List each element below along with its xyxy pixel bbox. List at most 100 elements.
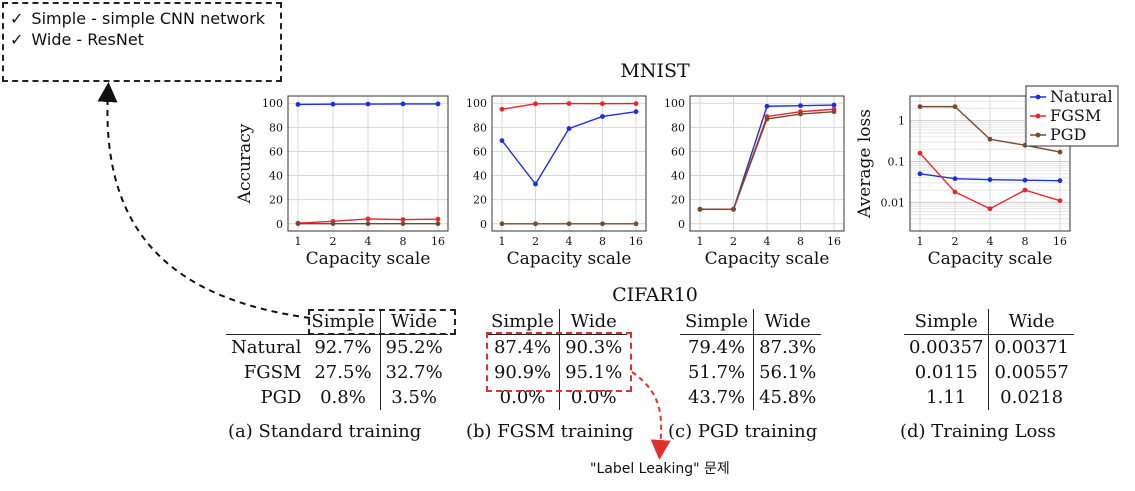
- cell: 90.9%: [493, 362, 552, 383]
- x-axis-label: Capacity scale: [507, 249, 632, 269]
- x-tick-label: 16: [629, 235, 643, 248]
- data-point-pgd: [365, 221, 371, 227]
- y-tick-label: 20: [473, 194, 487, 207]
- legend-marker: [1035, 113, 1041, 119]
- y-tick-label: 60: [671, 145, 685, 158]
- x-tick-label: 1: [917, 235, 924, 248]
- table-row: 0.0% 0.0%: [486, 385, 628, 410]
- x-tick-label: 2: [952, 235, 959, 248]
- x-tick-label: 16: [431, 235, 445, 248]
- cell: 45.8%: [753, 385, 822, 410]
- data-point-natural: [798, 103, 803, 109]
- cell: 95.1%: [559, 360, 628, 385]
- table-loss: Simple Wide 0.00357 0.00371 0.0115 0.00557 …: [904, 309, 1074, 410]
- data-point-natural: [764, 103, 770, 109]
- cell: 92.7%: [314, 337, 372, 358]
- cell: 1.11: [926, 387, 967, 408]
- y-tick-label: 0.1: [888, 156, 906, 169]
- data-point-pgd: [330, 221, 336, 227]
- data-point-fgsm: [365, 216, 371, 222]
- cell: 43.7%: [687, 387, 746, 408]
- data-point-fgsm: [499, 106, 505, 112]
- mnist-title: MNIST: [620, 60, 690, 82]
- y-tick-label: 60: [269, 145, 283, 158]
- col-header-simple: Simple: [306, 309, 380, 335]
- y-tick-label: 80: [269, 121, 283, 134]
- check-icon: ✓: [10, 30, 24, 49]
- data-point-natural: [600, 114, 605, 119]
- data-point-pgd: [400, 221, 406, 227]
- table-fgsm: Simple Wide 87.4% 90.3% 90.9% 95.1% 0.0% 0.0…: [486, 309, 628, 410]
- table-row: Natural 92.7% 95.2%: [226, 334, 448, 360]
- legend-marker: [1035, 132, 1041, 138]
- cell: 51.7%: [687, 362, 746, 383]
- highlight-fgsm-box: [486, 332, 632, 392]
- x-tick-label: 4: [764, 235, 771, 248]
- table-row: 79.4% 87.3%: [680, 334, 822, 360]
- table-row: 0.00357 0.00371: [904, 334, 1074, 360]
- x-tick-label: 1: [499, 235, 506, 248]
- col-header-wide: Wide: [559, 309, 628, 335]
- cell: 0.00357: [909, 337, 984, 358]
- cell: 0.00371: [988, 334, 1074, 360]
- table-row: 51.7% 56.1%: [680, 360, 822, 385]
- y-tick-label: 80: [473, 121, 487, 134]
- data-point-natural: [400, 101, 406, 107]
- data-point-natural: [952, 176, 958, 182]
- cell: 87.4%: [493, 337, 552, 358]
- col-header-wide: Wide: [753, 309, 822, 335]
- data-point-natural: [365, 101, 371, 107]
- cell: 0.0%: [499, 387, 546, 408]
- table-row: 87.4% 90.3%: [486, 334, 628, 360]
- data-point-natural: [1057, 178, 1063, 184]
- highlight-header-box: [308, 309, 456, 335]
- data-point-fgsm: [435, 216, 441, 222]
- label-leaking-annotation: "Label Leaking" 문제: [590, 461, 730, 477]
- table-standard: Simple Wide Natural 92.7% 95.2% FGSM 27.5% 32…: [226, 309, 448, 410]
- data-point-pgd: [917, 104, 923, 110]
- data-point-pgd: [697, 206, 703, 212]
- x-tick-label: 2: [532, 235, 539, 248]
- data-point-pgd: [600, 221, 605, 227]
- table-row: PGD 0.8% 3.5%: [226, 385, 448, 410]
- table-pgd: Simple Wide 79.4% 87.3% 51.7% 56.1% 43.7% 45…: [680, 309, 822, 410]
- data-point-fgsm: [566, 101, 572, 106]
- data-point-pgd: [764, 116, 770, 122]
- y-tick-label: 40: [269, 170, 283, 183]
- x-axis-label: Capacity scale: [705, 249, 830, 269]
- check-icon: ✓: [10, 9, 24, 28]
- x-tick-label: 16: [827, 235, 841, 248]
- data-point-fgsm: [987, 206, 993, 212]
- data-point-pgd: [533, 221, 538, 227]
- x-axis-label: Capacity scale: [928, 249, 1053, 269]
- x-tick-label: 8: [1022, 235, 1029, 248]
- y-tick-label: 0: [276, 218, 283, 231]
- col-header-wide: Wide: [379, 309, 448, 335]
- table-row: 0.0115 0.00557: [904, 360, 1074, 385]
- legend-marker: [1035, 94, 1041, 100]
- x-tick-label: 4: [566, 235, 573, 248]
- cell: 79.4%: [687, 337, 746, 358]
- data-point-natural: [499, 138, 505, 143]
- row-label: PGD: [260, 387, 302, 408]
- plot-frame: [287, 95, 449, 232]
- data-point-natural: [987, 177, 993, 183]
- legend-label: PGD: [1050, 125, 1086, 144]
- cifar-title: CIFAR10: [612, 284, 698, 306]
- data-point-pgd: [831, 109, 837, 115]
- cell: 0.0218: [988, 385, 1074, 410]
- y-tick-label: 60: [473, 145, 487, 158]
- data-point-fgsm: [917, 150, 923, 156]
- x-tick-label: 1: [295, 235, 302, 248]
- caption-standard: (a) Standard training: [228, 421, 422, 442]
- plot-frame: [689, 95, 845, 232]
- data-point-natural: [633, 109, 639, 115]
- note-item: ✓ Wide - ResNet: [10, 29, 274, 50]
- data-point-natural: [330, 101, 336, 107]
- plot-frame: [491, 95, 647, 232]
- x-tick-label: 2: [730, 235, 737, 248]
- table-row: 90.9% 95.1%: [486, 360, 628, 385]
- cell: 56.1%: [753, 360, 822, 385]
- data-point-pgd: [633, 221, 639, 227]
- cell: 0.00557: [988, 360, 1074, 385]
